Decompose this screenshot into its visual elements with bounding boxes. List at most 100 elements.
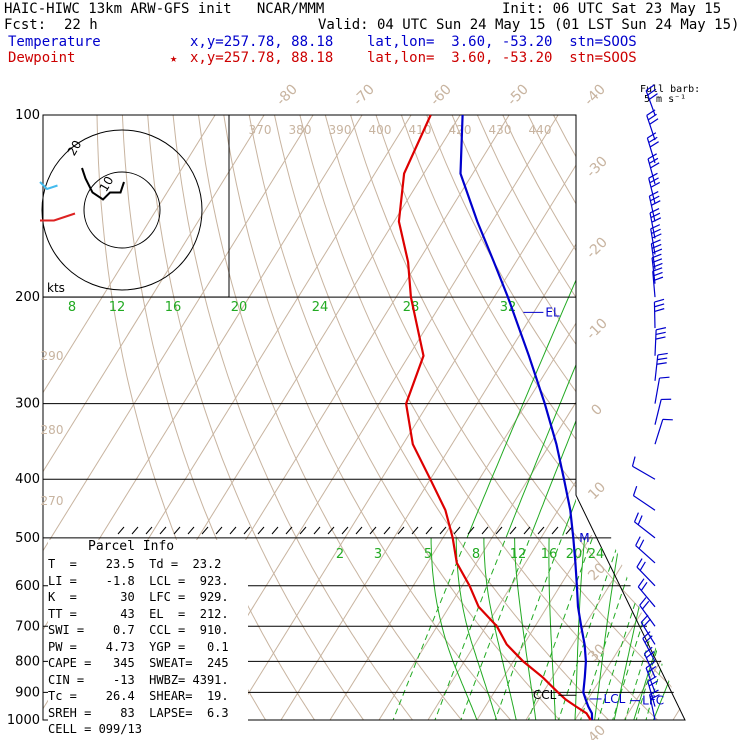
wind-barb-feather — [631, 456, 636, 467]
wind-barb-feather — [657, 352, 668, 356]
mixing-ratio-line — [632, 535, 685, 720]
freezing-hatch — [383, 526, 391, 535]
moist-adiabat — [514, 537, 537, 720]
dry-adiabat — [578, 535, 685, 720]
mixing-ratio-line — [387, 535, 582, 720]
freezing-hatch — [411, 526, 419, 535]
dry-adiabat — [147, 535, 374, 720]
isotherm-label: -70 — [350, 81, 377, 108]
wind-barb-feather — [652, 267, 663, 272]
dry-adiabat — [324, 115, 536, 535]
wind-barb-feather — [649, 141, 659, 148]
wind-barb-feather — [651, 217, 662, 223]
wind-barb-feather — [640, 614, 649, 623]
wind-barb-feather — [648, 680, 659, 687]
isotherm — [468, 535, 685, 720]
dry-adiabat — [502, 535, 685, 720]
wind-barb-feather — [656, 327, 667, 331]
moist-adiabat — [574, 537, 586, 720]
isotherm-label: 40 — [585, 722, 609, 740]
freezing-hatch — [467, 526, 475, 535]
wind-barb-feather — [651, 243, 662, 249]
mixing-ratio-line — [429, 535, 617, 720]
mixing-ratio-line — [523, 535, 685, 720]
parcel-info-row: SREH = 83 LAPSE= 6.3 — [48, 705, 229, 720]
mixing-ratio-label: 12 — [510, 547, 527, 562]
hodograph-ring-label: 10 — [97, 174, 117, 194]
dry-adiabat — [248, 535, 572, 720]
wind-barb-feather — [650, 224, 661, 230]
isotherm-label: -20 — [583, 234, 610, 261]
hodograph-ring-20 — [41, 129, 203, 291]
hodograph-ring-label: 20 — [65, 138, 85, 158]
freezing-hatch — [173, 526, 181, 535]
wind-barb-feather — [645, 84, 655, 92]
mixing-ratio-label: 8 — [472, 547, 480, 562]
barb-legend-line2: 5 m s⁻¹ — [644, 94, 687, 105]
level-marker-ccl: CCL — [533, 688, 557, 702]
mixing-ratio-line — [467, 278, 576, 535]
isotherm — [248, 115, 510, 535]
wind-barb-feather — [649, 191, 659, 197]
isotherm — [616, 102, 740, 733]
wind-barbs — [631, 84, 673, 721]
plot-frame — [42, 114, 686, 721]
wind-barb-feather — [648, 172, 658, 179]
freezing-hatch — [243, 526, 251, 535]
pressure-label: 600 — [15, 579, 40, 594]
wind-barb-feather — [651, 253, 662, 259]
freezing-hatch — [299, 526, 307, 535]
wind-barb-feather — [651, 200, 661, 206]
mixing-ratio-label: 16 — [165, 300, 182, 315]
wind-barb-feather — [647, 666, 657, 673]
theta-label: 430 — [489, 123, 512, 137]
wind-barb-feather — [639, 561, 646, 571]
wind-barb-feather — [659, 376, 670, 379]
wind-barb-feather — [655, 336, 666, 340]
dry-adiabat — [476, 535, 685, 720]
wind-barb-feather — [649, 118, 659, 125]
dry-adiabat — [350, 535, 685, 720]
pressure-label: 1000 — [7, 713, 40, 728]
wind-barb-feather — [648, 157, 659, 164]
wind-barb-feather — [649, 208, 660, 214]
isotherm — [419, 535, 685, 720]
moist-adiabat — [430, 537, 478, 720]
mixing-ratio-line — [593, 535, 685, 720]
pressure-label: 800 — [15, 654, 40, 669]
dry-adiabat — [400, 115, 576, 440]
wind-barb-feather — [650, 212, 661, 219]
dry-adiabat — [121, 115, 216, 535]
mixing-ratio-label: 28 — [403, 300, 420, 315]
pressure-label: 300 — [15, 397, 40, 412]
isotherm — [43, 535, 371, 720]
freezing-hatch — [201, 526, 209, 535]
theta-label: 290 — [41, 349, 64, 363]
dewpoint-star-icon: ★ — [170, 51, 178, 65]
parcel-info-row: SWI = 0.7 CCL = 910. — [48, 623, 229, 637]
theta-label: 440 — [529, 123, 552, 137]
wind-barb-feather — [647, 132, 657, 139]
freezing-hatch — [509, 526, 517, 535]
moist-adiabat — [594, 537, 621, 720]
wind-barb-feather — [643, 618, 651, 627]
wind-barb — [654, 399, 662, 425]
wind-barb-feather — [645, 661, 655, 669]
pressure-label: 100 — [15, 108, 40, 123]
isotherm — [615, 535, 685, 720]
freezing-hatch — [313, 526, 321, 535]
moist-adiabat — [483, 537, 517, 720]
wind-barb — [654, 354, 659, 381]
wind-barb-feather — [651, 239, 661, 245]
dry-adiabat — [248, 115, 416, 535]
mixing-ratio-line — [553, 535, 685, 720]
freezing-hatch — [117, 526, 125, 535]
mixing-ratio-label: 24 — [588, 547, 605, 562]
wind-barb-feather — [650, 195, 660, 202]
mixing-ratio-line — [622, 269, 740, 732]
dry-adiabat — [274, 115, 456, 535]
dry-adiabat-grid — [43, 102, 740, 733]
wind-barb-feather — [647, 88, 657, 96]
dry-adiabat — [375, 535, 685, 720]
pressure-label: 500 — [15, 531, 40, 546]
